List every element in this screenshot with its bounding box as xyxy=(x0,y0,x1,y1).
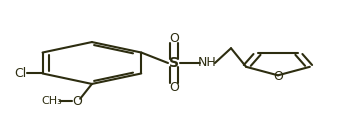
Text: O: O xyxy=(169,81,179,94)
Text: O: O xyxy=(273,70,283,83)
Text: S: S xyxy=(169,56,179,70)
Text: Cl: Cl xyxy=(15,67,27,80)
Text: NH: NH xyxy=(198,56,217,70)
Text: O: O xyxy=(72,95,82,108)
Text: O: O xyxy=(169,32,179,45)
Text: CH₃: CH₃ xyxy=(41,96,62,106)
